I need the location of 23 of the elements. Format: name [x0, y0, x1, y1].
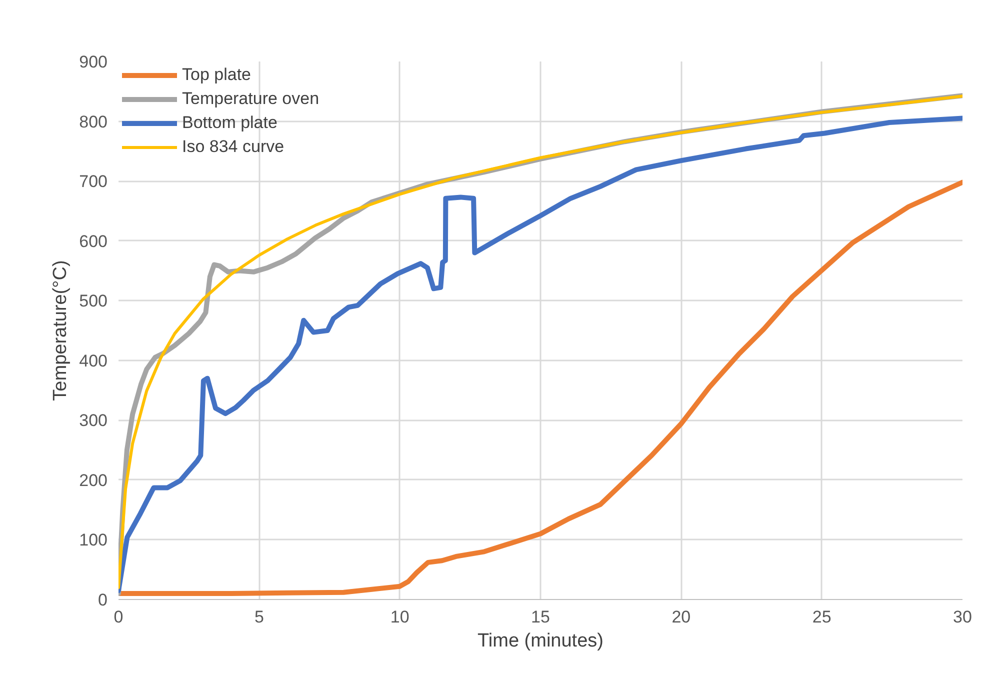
y-tick-label: 500: [79, 292, 108, 311]
y-tick-label: 600: [79, 232, 108, 251]
y-tick-label: 700: [79, 172, 108, 192]
x-tick-label: 25: [812, 608, 832, 626]
x-tick-label: 30: [953, 608, 972, 626]
x-tick-label: 10: [390, 608, 410, 626]
y-tick-label: 400: [79, 351, 108, 370]
legend-label: Bottom plate: [182, 113, 278, 133]
x-axis-title: Time (minutes): [478, 630, 604, 652]
y-tick-label: 300: [79, 411, 108, 430]
x-tick-label: 0: [114, 608, 124, 626]
y-tick-label: 900: [79, 52, 108, 72]
legend-label: Temperature oven: [182, 89, 320, 109]
x-tick-label: 15: [531, 608, 550, 626]
legend-label: Top plate: [182, 65, 251, 85]
y-tick-label: 100: [79, 530, 108, 550]
legend-label: Iso 834 curve: [182, 137, 284, 157]
y-tick-label: 0: [98, 590, 108, 610]
y-tick-label: 200: [79, 470, 108, 490]
x-tick-label: 20: [672, 608, 691, 626]
y-axis-title: Temperature(°C): [50, 260, 72, 401]
x-tick-label: 5: [254, 608, 264, 626]
y-tick-label: 800: [79, 112, 108, 132]
